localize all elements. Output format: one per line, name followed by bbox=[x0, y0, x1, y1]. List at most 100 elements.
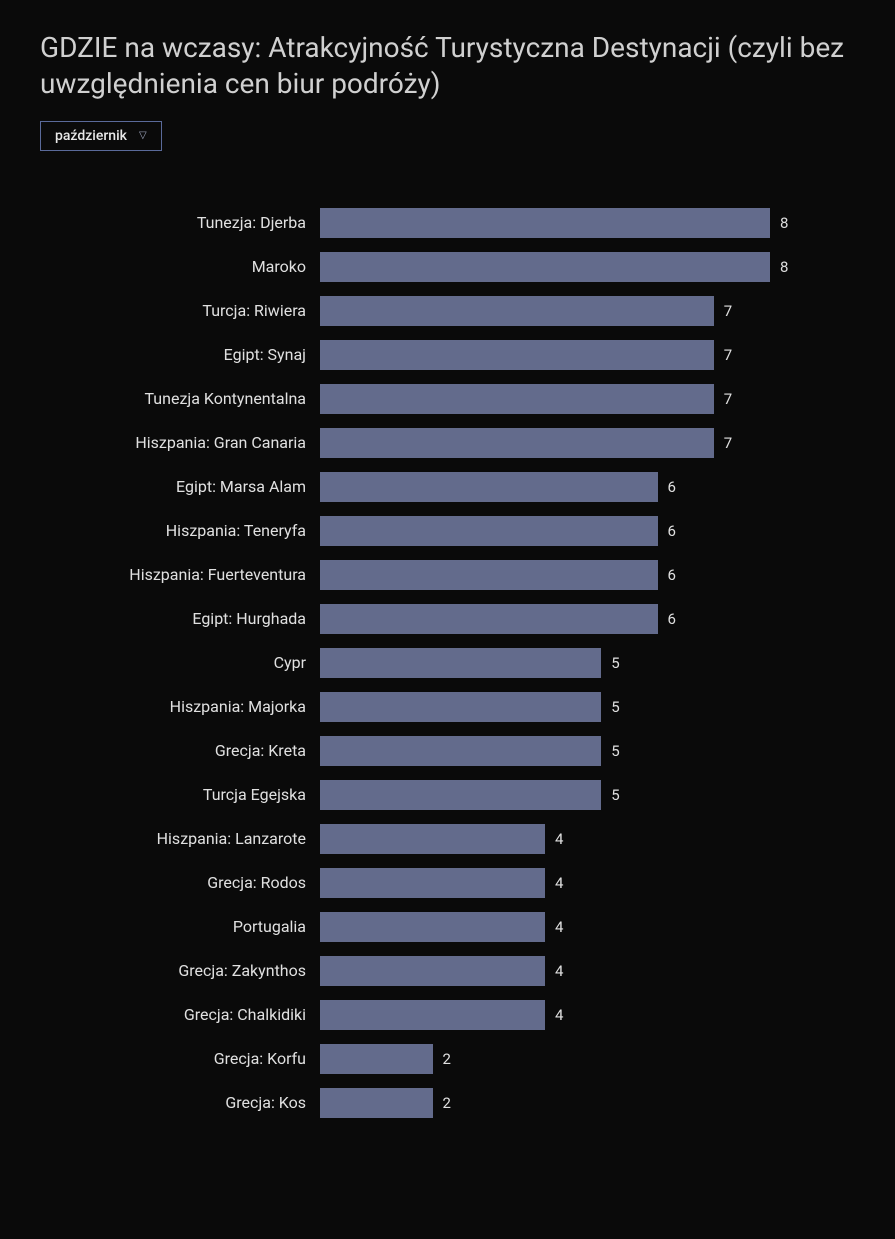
bar-track: 8 bbox=[320, 252, 855, 282]
bar-row: Hiszpania: Teneryfa6 bbox=[40, 509, 855, 553]
bar-value: 6 bbox=[668, 566, 676, 584]
bar-track: 2 bbox=[320, 1088, 855, 1118]
bar-value: 7 bbox=[724, 434, 732, 452]
bar-label: Grecja: Kos bbox=[40, 1093, 320, 1112]
bar: 6 bbox=[320, 516, 658, 546]
bar: 4 bbox=[320, 1000, 545, 1030]
bar: 7 bbox=[320, 340, 714, 370]
bar-label: Egipt: Synaj bbox=[40, 345, 320, 364]
bar-value: 8 bbox=[780, 214, 788, 232]
month-select[interactable]: październik ▽ bbox=[40, 121, 162, 151]
bar-value: 4 bbox=[555, 874, 563, 892]
bar-label: Turcja Egejska bbox=[40, 785, 320, 804]
bar-label: Grecja: Korfu bbox=[40, 1049, 320, 1068]
bar-label: Cypr bbox=[40, 653, 320, 672]
bar-row: Grecja: Kos2 bbox=[40, 1081, 855, 1125]
bar-value: 5 bbox=[611, 742, 619, 760]
bar: 7 bbox=[320, 428, 714, 458]
bar-row: Egipt: Synaj7 bbox=[40, 333, 855, 377]
bar-label: Turcja: Riwiera bbox=[40, 301, 320, 320]
bar: 6 bbox=[320, 604, 658, 634]
bar-row: Grecja: Zakynthos4 bbox=[40, 949, 855, 993]
bar-track: 6 bbox=[320, 604, 855, 634]
bar-label: Hiszpania: Teneryfa bbox=[40, 521, 320, 540]
bar-label: Tunezja Kontynentalna bbox=[40, 389, 320, 408]
bar-label: Grecja: Zakynthos bbox=[40, 961, 320, 980]
bar-value: 5 bbox=[611, 654, 619, 672]
bar-value: 4 bbox=[555, 918, 563, 936]
bar-row: Tunezja Kontynentalna7 bbox=[40, 377, 855, 421]
bar-row: Egipt: Hurghada6 bbox=[40, 597, 855, 641]
bar-row: Hiszpania: Majorka5 bbox=[40, 685, 855, 729]
bar-track: 7 bbox=[320, 340, 855, 370]
bar-value: 2 bbox=[443, 1050, 451, 1068]
bar-label: Egipt: Hurghada bbox=[40, 609, 320, 628]
bar-label: Hiszpania: Fuerteventura bbox=[40, 565, 320, 584]
bar-value: 7 bbox=[724, 346, 732, 364]
bar-label: Grecja: Chalkidiki bbox=[40, 1005, 320, 1024]
bar-row: Portugalia 4 bbox=[40, 905, 855, 949]
bar-row: Tunezja: Djerba8 bbox=[40, 201, 855, 245]
bar-track: 7 bbox=[320, 428, 855, 458]
bar-row: Grecja: Korfu 2 bbox=[40, 1037, 855, 1081]
bar: 7 bbox=[320, 296, 714, 326]
bar-value: 6 bbox=[668, 522, 676, 540]
bar: 8 bbox=[320, 208, 770, 238]
bar-track: 5 bbox=[320, 736, 855, 766]
bar-value: 4 bbox=[555, 962, 563, 980]
chart-title: GDZIE na wczasy: Atrakcyjność Turystyczn… bbox=[40, 30, 855, 103]
bar-track: 6 bbox=[320, 472, 855, 502]
bar-track: 8 bbox=[320, 208, 855, 238]
bar-row: Egipt: Marsa Alam6 bbox=[40, 465, 855, 509]
bar: 4 bbox=[320, 956, 545, 986]
bar-value: 2 bbox=[443, 1094, 451, 1112]
bar-value: 4 bbox=[555, 830, 563, 848]
bar-row: Turcja: Riwiera7 bbox=[40, 289, 855, 333]
bar-value: 4 bbox=[555, 1006, 563, 1024]
bar-track: 4 bbox=[320, 868, 855, 898]
bar-track: 7 bbox=[320, 296, 855, 326]
bar-value: 7 bbox=[724, 302, 732, 320]
bar-label: Tunezja: Djerba bbox=[40, 213, 320, 232]
bar: 5 bbox=[320, 692, 601, 722]
bar-row: Cypr5 bbox=[40, 641, 855, 685]
bar-label: Hiszpania: Majorka bbox=[40, 697, 320, 716]
bar-label: Egipt: Marsa Alam bbox=[40, 477, 320, 496]
bar-label: Grecja: Kreta bbox=[40, 741, 320, 760]
bar-row: Maroko8 bbox=[40, 245, 855, 289]
bar-value: 6 bbox=[668, 610, 676, 628]
bar: 6 bbox=[320, 560, 658, 590]
bar-track: 4 bbox=[320, 824, 855, 854]
bar: 8 bbox=[320, 252, 770, 282]
bar: 4 bbox=[320, 824, 545, 854]
bar-track: 6 bbox=[320, 560, 855, 590]
bar-label: Portugalia bbox=[40, 917, 320, 936]
bar-label: Maroko bbox=[40, 257, 320, 276]
bar-label: Grecja: Rodos bbox=[40, 873, 320, 892]
bar-row: Grecja: Kreta5 bbox=[40, 729, 855, 773]
bar: 4 bbox=[320, 868, 545, 898]
bar-label: Hiszpania: Lanzarote bbox=[40, 829, 320, 848]
bar-value: 7 bbox=[724, 390, 732, 408]
bar-row: Grecja: Rodos4 bbox=[40, 861, 855, 905]
bar-track: 2 bbox=[320, 1044, 855, 1074]
bar: 2 bbox=[320, 1088, 433, 1118]
bar-row: Hiszpania: Fuerteventura6 bbox=[40, 553, 855, 597]
bar-value: 5 bbox=[611, 786, 619, 804]
bar: 5 bbox=[320, 736, 601, 766]
bar: 5 bbox=[320, 780, 601, 810]
bar-value: 6 bbox=[668, 478, 676, 496]
bar: 7 bbox=[320, 384, 714, 414]
bar: 6 bbox=[320, 472, 658, 502]
bar-track: 5 bbox=[320, 692, 855, 722]
bar-value: 5 bbox=[611, 698, 619, 716]
bar-track: 5 bbox=[320, 780, 855, 810]
bar-track: 6 bbox=[320, 516, 855, 546]
month-select-label: październik bbox=[55, 128, 127, 144]
bar-row: Hiszpania: Gran Canaria7 bbox=[40, 421, 855, 465]
bar-track: 4 bbox=[320, 956, 855, 986]
bar-track: 4 bbox=[320, 1000, 855, 1030]
bar-track: 4 bbox=[320, 912, 855, 942]
bar: 5 bbox=[320, 648, 601, 678]
bar-track: 7 bbox=[320, 384, 855, 414]
